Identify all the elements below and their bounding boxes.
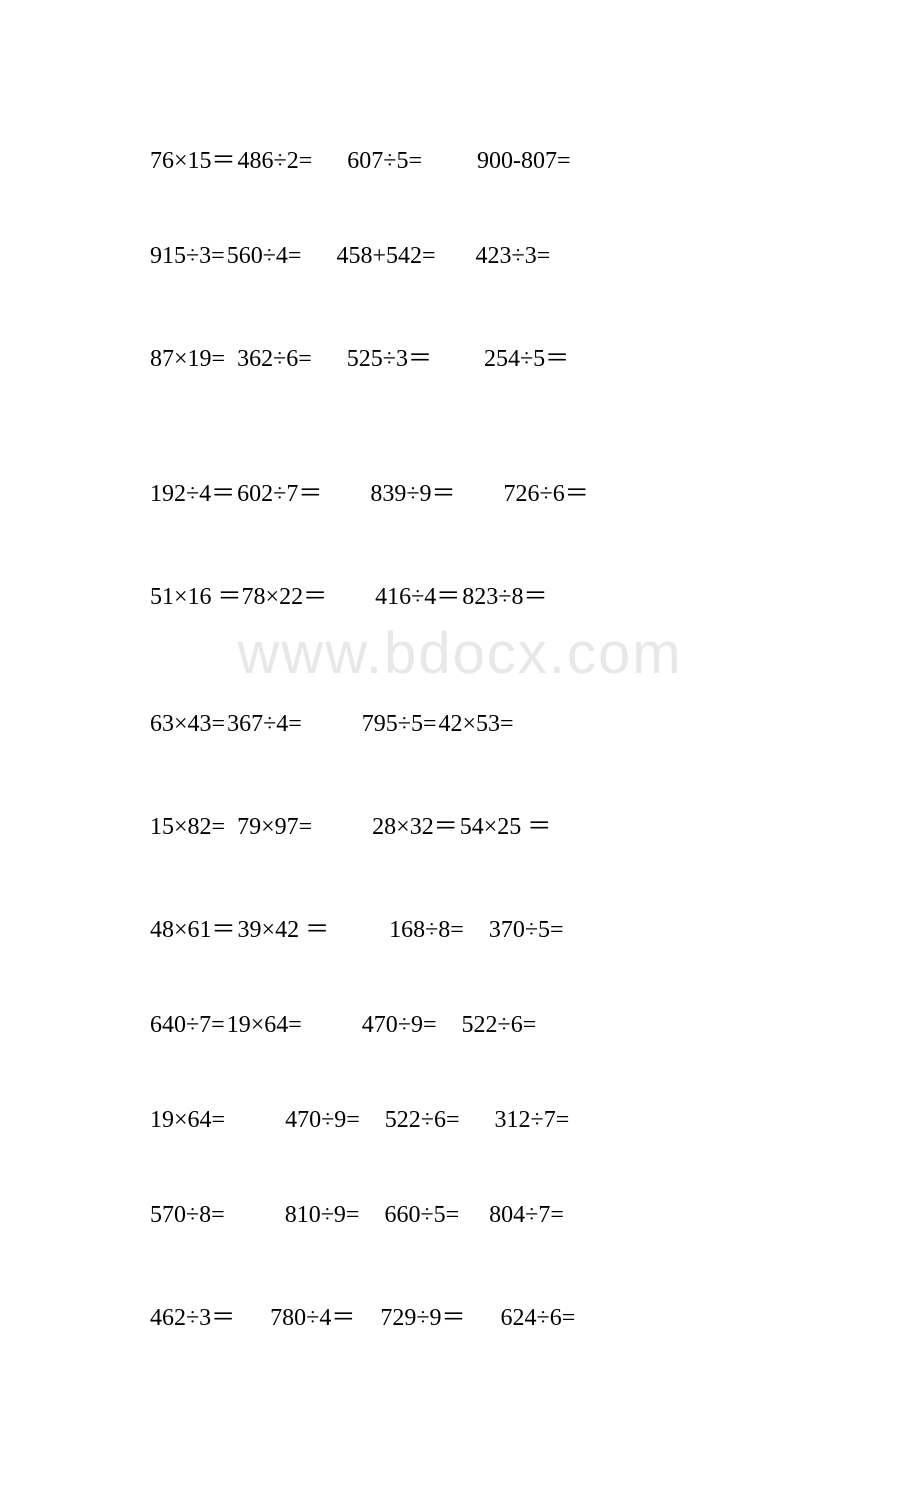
math-worksheet: 76×15＝486÷2= 607÷5= 900-807= 915÷3=560÷4= 45… xyxy=(0,0,920,1500)
problem-row: 15×82= 79×97= 28×32＝54×25 ＝ xyxy=(150,806,770,841)
math-problem: 726÷6＝ xyxy=(504,473,589,508)
math-problem: 423÷3= xyxy=(476,243,551,270)
problem-row: 76×15＝486÷2= 607÷5= 900-807= xyxy=(150,140,770,175)
problem-row: 63×43=367÷4= 795÷5=42×53= xyxy=(150,711,770,738)
problem-row: 570÷8= 810÷9= 660÷5= 804÷7= xyxy=(150,1202,770,1229)
math-problem: 78×22＝ xyxy=(242,576,328,611)
math-problem: 602÷7＝ xyxy=(237,473,322,508)
math-problem: 312÷7= xyxy=(495,1107,570,1134)
math-problem: 370÷5= xyxy=(489,917,564,944)
math-problem: 254÷5＝ xyxy=(484,338,569,373)
math-problem: 640÷7= xyxy=(150,1012,225,1039)
math-problem: 660÷5= xyxy=(384,1202,459,1229)
math-problem: 192÷4＝ xyxy=(150,473,235,508)
math-problem: 362÷6= xyxy=(237,346,312,373)
math-problem: 42×53= xyxy=(439,711,514,738)
math-problem: 19×64= xyxy=(227,1012,302,1039)
math-problem: 51×16 ＝ xyxy=(150,576,242,611)
math-problem: 63×43= xyxy=(150,711,225,738)
math-problem: 570÷8= xyxy=(150,1202,225,1229)
math-problem: 87×19= xyxy=(150,346,225,373)
math-problem: 470÷9= xyxy=(285,1107,360,1134)
problem-row: 19×64= 470÷9= 522÷6= 312÷7= xyxy=(150,1107,770,1134)
math-problem: 810÷9= xyxy=(285,1202,360,1229)
problem-row: 192÷4＝602÷7＝ 839÷9＝ 726÷6＝ xyxy=(150,473,770,508)
math-problem: 522÷6= xyxy=(462,1012,537,1039)
math-problem: 900-807= xyxy=(477,148,571,175)
problem-row: 48×61＝39×42 ＝ 168÷8= 370÷5= xyxy=(150,909,770,944)
problem-row: 462÷3＝ 780÷4＝ 729÷9＝ 624÷6= xyxy=(150,1297,770,1332)
problem-row: 51×16 ＝78×22＝ 416÷4＝823÷8＝ xyxy=(150,576,770,611)
problem-row: 87×19= 362÷6= 525÷3＝ 254÷5＝ xyxy=(150,338,770,373)
math-problem: 416÷4＝ xyxy=(375,576,460,611)
math-problem: 54×25 ＝ xyxy=(460,806,552,841)
math-problem: 839÷9＝ xyxy=(370,473,455,508)
math-problem: 795÷5= xyxy=(362,711,437,738)
math-problem: 39×42 ＝ xyxy=(238,909,330,944)
math-problem: 19×64= xyxy=(150,1107,225,1134)
math-problem: 624÷6= xyxy=(501,1305,576,1332)
math-problem: 15×82= xyxy=(150,814,225,841)
problem-row: 640÷7=19×64= 470÷9= 522÷6= xyxy=(150,1012,770,1039)
math-problem: 458+542= xyxy=(336,243,435,270)
math-problem: 525÷3＝ xyxy=(347,338,432,373)
math-problem: 470÷9= xyxy=(362,1012,437,1039)
math-problem: 729÷9＝ xyxy=(380,1297,465,1332)
math-problem: 28×32＝ xyxy=(372,806,458,841)
math-problem: 79×97= xyxy=(237,814,312,841)
math-problem: 486÷2= xyxy=(238,148,313,175)
problem-rows: 76×15＝486÷2= 607÷5= 900-807= 915÷3=560÷4= 45… xyxy=(150,140,770,1332)
math-problem: 804÷7= xyxy=(489,1202,564,1229)
math-problem: 607÷5= xyxy=(347,148,422,175)
math-problem: 367÷4= xyxy=(227,711,302,738)
math-problem: 915÷3= xyxy=(150,243,225,270)
math-problem: 823÷8＝ xyxy=(462,576,547,611)
math-problem: 168÷8= xyxy=(389,917,464,944)
math-problem: 48×61＝ xyxy=(150,909,236,944)
math-problem: 780÷4＝ xyxy=(270,1297,355,1332)
math-problem: 522÷6= xyxy=(385,1107,460,1134)
math-problem: 462÷3＝ xyxy=(150,1297,235,1332)
math-problem: 76×15＝ xyxy=(150,140,236,175)
problem-row: 915÷3=560÷4= 458+542= 423÷3= xyxy=(150,243,770,270)
math-problem: 560÷4= xyxy=(227,243,302,270)
